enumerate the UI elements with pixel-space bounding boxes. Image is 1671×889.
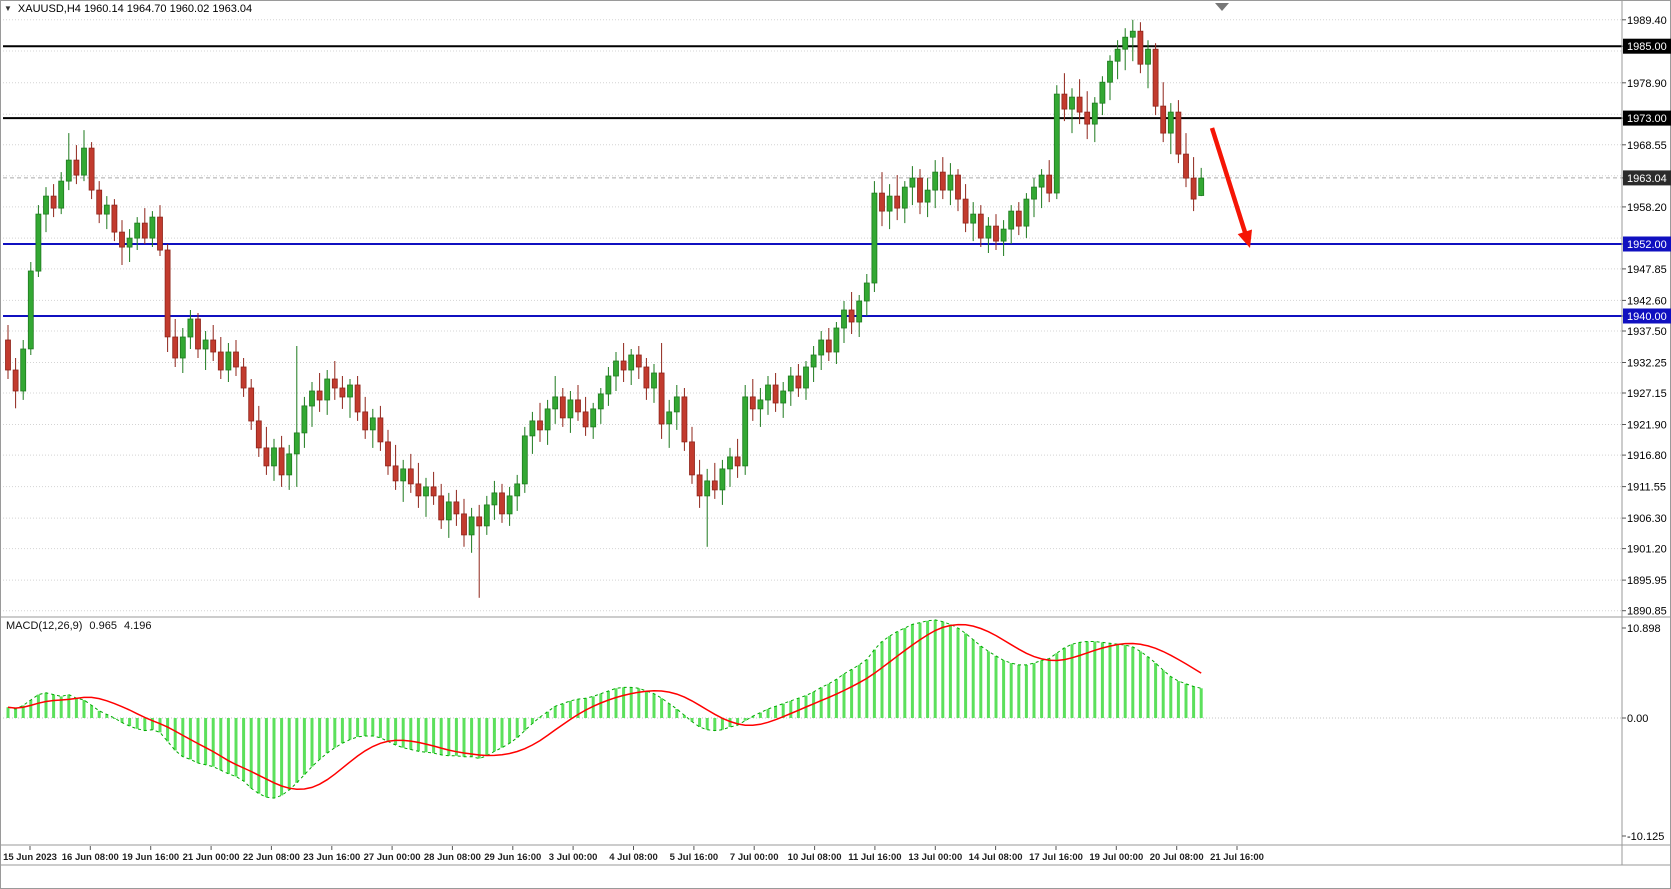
symbol-ohlc-label: ▼ XAUUSD,H4 1960.14 1964.70 1960.02 1963.…	[4, 3, 252, 15]
svg-text:17 Jul 16:00: 17 Jul 16:00	[1029, 852, 1083, 863]
horizontal-level-lines[interactable]	[3, 45, 1622, 317]
svg-text:27 Jun 00:00: 27 Jun 00:00	[364, 852, 421, 863]
time-axis[interactable]: 15 Jun 2023 16 Jun 08:00 19 Jun 16:00 21 Ju…	[3, 846, 1264, 863]
svg-text:-10.125: -10.125	[1627, 831, 1664, 843]
macd-signal-line	[7, 623, 1202, 790]
svg-text:11 Jul 16:00: 11 Jul 16:00	[848, 852, 901, 863]
quick-trade-arrow-icon[interactable]: ▼	[4, 4, 12, 13]
svg-text:3 Jul 00:00: 3 Jul 00:00	[549, 852, 598, 863]
svg-text:1978.90: 1978.90	[1627, 78, 1667, 90]
svg-text:29 Jun 16:00: 29 Jun 16:00	[484, 852, 541, 863]
svg-text:1890.85: 1890.85	[1627, 606, 1667, 618]
macd-histogram	[6, 619, 1203, 799]
svg-text:28 Jun 08:00: 28 Jun 08:00	[424, 852, 481, 863]
macd-main-value: 0.965	[89, 620, 117, 632]
svg-text:1968.55: 1968.55	[1627, 140, 1667, 152]
svg-text:1927.15: 1927.15	[1627, 388, 1667, 400]
svg-text:19 Jun 16:00: 19 Jun 16:00	[122, 852, 179, 863]
svg-text:1985.00: 1985.00	[1627, 41, 1667, 53]
svg-text:16 Jun 08:00: 16 Jun 08:00	[62, 852, 119, 863]
svg-text:1901.20: 1901.20	[1627, 544, 1667, 556]
svg-text:4 Jul 08:00: 4 Jul 08:00	[609, 852, 658, 863]
svg-text:1942.60: 1942.60	[1627, 295, 1667, 307]
svg-text:21 Jun 00:00: 21 Jun 00:00	[183, 852, 240, 863]
svg-text:23 Jun 16:00: 23 Jun 16:00	[303, 852, 360, 863]
chart-shift-marker-icon[interactable]	[1215, 3, 1229, 11]
svg-text:1989.40: 1989.40	[1627, 15, 1667, 27]
price-axis[interactable]: 1989.40 1978.90 1968.55 1958.20 1947.85 1942.…	[1622, 15, 1671, 618]
svg-text:1973.00: 1973.00	[1627, 113, 1667, 125]
svg-text:1963.04: 1963.04	[1627, 173, 1667, 185]
svg-text:1932.25: 1932.25	[1627, 358, 1667, 370]
svg-text:10.898: 10.898	[1627, 623, 1661, 635]
svg-text:14 Jul 08:00: 14 Jul 08:00	[969, 852, 1023, 863]
macd-signal-value: 4.196	[123, 620, 152, 632]
macd-main-line	[7, 619, 1202, 799]
svg-text:20 Jul 08:00: 20 Jul 08:00	[1150, 852, 1204, 863]
svg-text:1911.55: 1911.55	[1627, 482, 1666, 494]
svg-text:1895.95: 1895.95	[1627, 575, 1667, 587]
svg-text:1947.85: 1947.85	[1627, 264, 1667, 276]
svg-text:19 Jul 00:00: 19 Jul 00:00	[1089, 852, 1143, 863]
svg-text:1937.50: 1937.50	[1627, 326, 1667, 338]
svg-text:7 Jul 00:00: 7 Jul 00:00	[730, 852, 779, 863]
svg-text:21 Jul 16:00: 21 Jul 16:00	[1210, 852, 1264, 863]
svg-text:1921.90: 1921.90	[1627, 420, 1667, 432]
svg-text:1916.80: 1916.80	[1627, 450, 1667, 462]
svg-text:13 Jul 00:00: 13 Jul 00:00	[908, 852, 962, 863]
svg-text:0.00: 0.00	[1627, 713, 1648, 725]
svg-text:10 Jul 08:00: 10 Jul 08:00	[788, 852, 842, 863]
symbol-ohlc-text: XAUUSD,H4 1960.14 1964.70 1960.02 1963.0…	[17, 3, 253, 15]
svg-text:1958.20: 1958.20	[1627, 202, 1667, 214]
macd-name: MACD(12,26,9)	[6, 620, 83, 632]
trend-arrow-annotation[interactable]	[1209, 127, 1252, 248]
macd-indicator-label: MACD(12,26,9) 0.965 4.196	[6, 620, 158, 632]
macd-axis[interactable]: 10.898 0.00 -10.125	[1622, 623, 1664, 843]
svg-text:1952.00: 1952.00	[1627, 239, 1667, 251]
svg-text:15 Jun 2023: 15 Jun 2023	[3, 852, 57, 863]
svg-text:1940.00: 1940.00	[1627, 311, 1667, 323]
candlesticks	[5, 19, 1205, 598]
svg-text:5 Jul 16:00: 5 Jul 16:00	[670, 852, 719, 863]
svg-text:22 Jun 08:00: 22 Jun 08:00	[243, 852, 300, 863]
svg-text:1906.30: 1906.30	[1627, 513, 1667, 525]
